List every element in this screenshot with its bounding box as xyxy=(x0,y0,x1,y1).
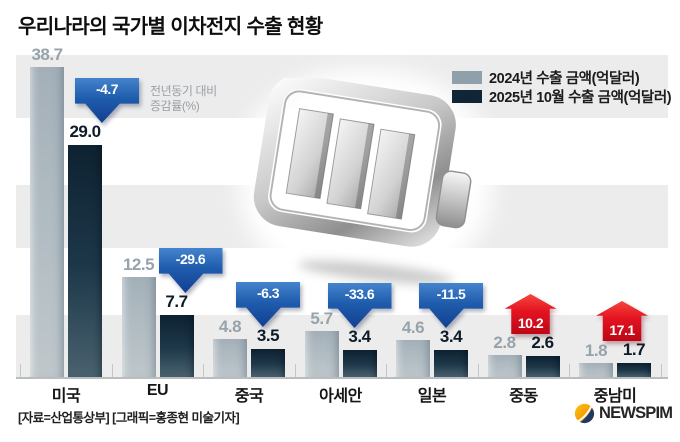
bar-2025 xyxy=(434,350,468,377)
bar-2025 xyxy=(342,350,377,377)
bar-2024 xyxy=(487,355,522,377)
bar-2024 xyxy=(213,339,247,377)
change-pct-label: 17.1 xyxy=(609,322,635,338)
axis-tick xyxy=(294,364,296,377)
legend-swatch-2024 xyxy=(452,71,482,84)
change-pct-label: -11.5 xyxy=(436,286,466,302)
decrease-arrow-badge: -33.6 xyxy=(327,283,392,328)
decrease-arrow-badge: -6.3 xyxy=(236,282,300,327)
value-label-2024: 4.8 xyxy=(218,317,242,336)
decrease-arrow-badge: -29.6 xyxy=(158,248,223,293)
category-label: 미국 xyxy=(51,388,81,405)
legend-swatch-2025 xyxy=(452,90,482,103)
change-rate-note: 전년동기 대비 증감률(%) xyxy=(150,84,217,114)
bar-2024 xyxy=(579,363,613,377)
change-rate-note-line1: 전년동기 대비 xyxy=(150,84,217,98)
axis-tick xyxy=(20,364,22,377)
value-label-2024: 5.7 xyxy=(310,309,333,328)
axis-tick xyxy=(660,364,662,377)
value-label-2025: 2.6 xyxy=(531,333,554,352)
bar-2024 xyxy=(30,67,64,377)
category-label: 중동 xyxy=(509,388,538,405)
newspim-logo-icon xyxy=(574,403,595,424)
decrease-arrow-badge: -4.7 xyxy=(75,78,139,123)
newspim-logo: NEWSPIM xyxy=(574,403,673,424)
value-label-2025: 3.4 xyxy=(439,327,463,346)
legend-item-2024: 2024년 수출 금액(억달러) xyxy=(452,68,671,87)
legend-label-2025: 2025년 10월 수출 금액(억달러) xyxy=(489,90,672,106)
axis-tick xyxy=(569,364,571,377)
source-credit: [자료=산업통상부] [그래픽=홍종현 미술기자] xyxy=(18,411,240,425)
axis-tick xyxy=(477,364,479,377)
category-label: 중남미 xyxy=(593,388,637,405)
x-axis-line xyxy=(16,377,668,379)
decrease-arrow-badge: -11.5 xyxy=(419,283,483,328)
change-pct-label: -29.6 xyxy=(175,251,206,267)
category-label: 일본 xyxy=(417,388,447,405)
change-pct-label: -6.3 xyxy=(256,285,280,301)
axis-tick xyxy=(203,364,205,377)
value-label-2025: 7.7 xyxy=(165,292,188,311)
bar-2025 xyxy=(525,356,560,377)
bar-2024 xyxy=(121,277,156,377)
increase-arrow-badge: 10.2 xyxy=(504,294,557,334)
value-label-2025: 29.0 xyxy=(69,122,101,141)
bar-2025 xyxy=(617,363,651,377)
value-label-2025: 3.4 xyxy=(348,327,371,346)
axis-tick xyxy=(386,364,388,377)
value-label-2024: 12.5 xyxy=(122,255,155,274)
legend-label-2024: 2024년 수출 금액(억달러) xyxy=(489,71,640,87)
category-label: 중국 xyxy=(234,388,264,405)
value-label-2025: 1.7 xyxy=(622,340,646,359)
change-pct-label: 10.2 xyxy=(517,315,544,331)
category-label: EU xyxy=(146,382,169,399)
bar-2025 xyxy=(251,349,285,377)
page-title: 우리나라의 국가별 이차전지 수출 현황 xyxy=(18,16,323,38)
bar-2025 xyxy=(159,315,194,377)
bar-2024 xyxy=(304,331,339,377)
bar-2024 xyxy=(396,340,430,377)
increase-arrow-badge: 17.1 xyxy=(596,301,648,341)
category-label: 아세안 xyxy=(319,388,362,405)
value-label-2024: 38.7 xyxy=(31,45,63,64)
battery-icon xyxy=(248,74,476,289)
newspim-logo-text: NEWSPIM xyxy=(599,404,673,422)
change-pct-label: -4.7 xyxy=(95,81,119,97)
axis-tick xyxy=(111,364,113,377)
value-label-2024: 4.6 xyxy=(401,318,425,337)
bar-2025 xyxy=(68,145,102,377)
value-label-2024: 2.8 xyxy=(493,333,516,352)
legend: 2024년 수출 금액(억달러) 2025년 10월 수출 금액(억달러) xyxy=(452,68,672,106)
value-label-2025: 3.5 xyxy=(256,326,280,345)
change-pct-label: -33.6 xyxy=(344,286,375,302)
legend-item-2025: 2025년 10월 수출 금액(억달러) xyxy=(452,87,672,106)
value-label-2024: 1.8 xyxy=(584,341,608,360)
change-rate-note-line2: 증감률(%) xyxy=(150,99,200,113)
